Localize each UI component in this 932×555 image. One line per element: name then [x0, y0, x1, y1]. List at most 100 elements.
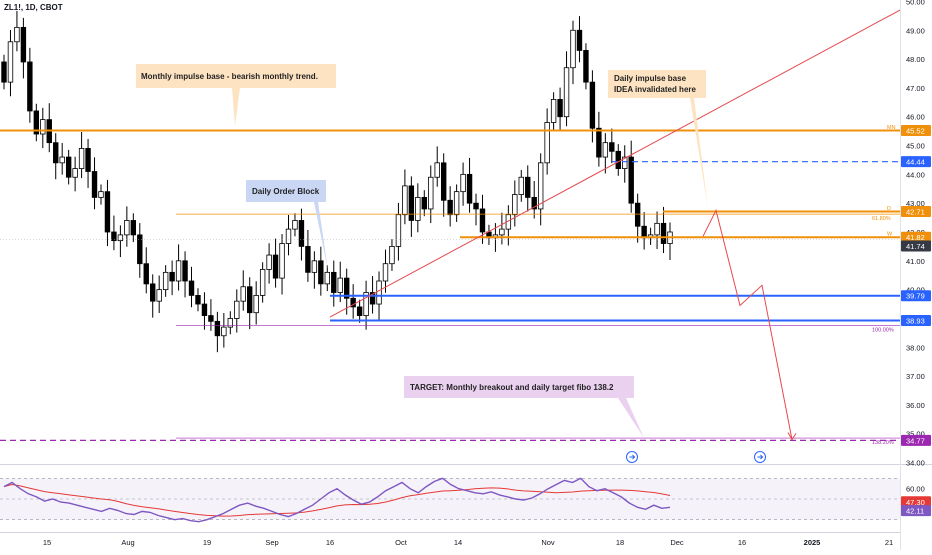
candle [111, 215, 117, 251]
candle [525, 165, 531, 212]
candle [576, 16, 583, 63]
candle-body [382, 263, 389, 282]
candle [195, 288, 201, 312]
candle [27, 47, 33, 123]
candle [473, 193, 479, 226]
candle [117, 225, 124, 258]
candle [421, 190, 427, 217]
candle [654, 211, 660, 250]
candle [7, 29, 14, 97]
candle-body [389, 246, 395, 265]
candle [453, 184, 460, 222]
candle [150, 274, 156, 318]
candle-body [609, 142, 615, 152]
candle-body [59, 156, 65, 164]
level-price-label: 42.71 [906, 208, 925, 217]
candle-body [634, 202, 641, 227]
candle [350, 284, 356, 319]
candle [363, 280, 369, 330]
trendline [329, 9, 901, 318]
candle-body [460, 173, 466, 193]
price-tick-label: 34.00 [906, 459, 925, 468]
candle [1, 54, 7, 90]
time-tick-label: 19 [203, 538, 211, 547]
candle [660, 206, 667, 254]
callout-monthly-text: Monthly impulse base - bearish monthly t… [141, 72, 318, 81]
candle [583, 43, 589, 90]
rsi-value-tag [901, 505, 931, 517]
level-price-label: 45.52 [906, 127, 925, 136]
candle-body [324, 271, 331, 285]
candle-body [531, 197, 537, 210]
candle [447, 186, 453, 227]
level-price-tag [901, 231, 931, 243]
candle [531, 180, 537, 219]
candle [214, 311, 221, 353]
candle [53, 133, 59, 180]
candle [318, 246, 324, 296]
time-tick-label: Aug [121, 538, 134, 547]
level-price-tag [901, 290, 931, 302]
candle [285, 214, 292, 256]
candle-body [14, 26, 20, 43]
candle [253, 281, 259, 325]
candle [221, 312, 227, 348]
candle [634, 193, 641, 243]
projection-arrowhead [787, 432, 797, 441]
candle [479, 194, 486, 244]
rsi-ma-tag [901, 496, 931, 508]
callout-target-text: TARGET: Monthly breakout and daily targe… [410, 383, 614, 392]
candle [622, 145, 628, 183]
candle-body [143, 263, 149, 285]
level-tag: D [887, 206, 891, 212]
candle-body [453, 191, 460, 216]
callout-daily-line1: Daily impulse base [614, 74, 687, 83]
candle [137, 223, 143, 278]
candle [518, 170, 524, 202]
candle [382, 249, 389, 293]
candle-body [253, 295, 259, 314]
candle [324, 265, 331, 292]
candle [272, 238, 279, 288]
candle [188, 266, 195, 308]
candle-body [550, 99, 557, 123]
candle-body [376, 280, 382, 305]
candle-body [208, 315, 214, 322]
time-axis: 15 Aug 19 Sep 16 Oct 14 Nov 18 Dec 16 2025 21 [43, 538, 893, 547]
candle [85, 138, 91, 188]
price-tick-label: 48.00 [906, 55, 925, 64]
candle-body [72, 168, 78, 178]
candle [628, 140, 634, 213]
candle-body [628, 156, 634, 204]
candle-body [98, 191, 104, 198]
candle-body [525, 176, 531, 198]
fib-levels: 61.80% 100.00% 138.20% [176, 213, 900, 446]
candle [356, 299, 363, 323]
price-tick-label: 35.00 [906, 430, 925, 439]
level-price-tag [901, 156, 931, 168]
candle-body [544, 122, 550, 164]
candle-body [292, 220, 298, 230]
annotations: Monthly impulse base - bearish monthly t… [136, 64, 708, 438]
level-price-label: 38.93 [906, 316, 925, 325]
candle [343, 268, 350, 315]
price-tick-label: 38.00 [906, 343, 925, 352]
time-tick-label: Oct [395, 538, 408, 547]
candle-body [117, 234, 124, 242]
candle-body [201, 303, 208, 316]
callout-order-block [246, 180, 328, 270]
candle-body [124, 220, 130, 236]
candle-body [137, 234, 143, 265]
candle-body [65, 156, 72, 178]
candle-body [343, 277, 350, 299]
time-tick-label: 15 [43, 538, 51, 547]
level-price-label: 41.82 [906, 233, 925, 242]
rsi-ma-label: 47.30 [906, 498, 925, 507]
candle [311, 251, 318, 289]
price-tick-label: 37.00 [906, 372, 925, 381]
candle [72, 156, 78, 192]
candle-body [85, 148, 91, 172]
candle-body [20, 26, 27, 63]
